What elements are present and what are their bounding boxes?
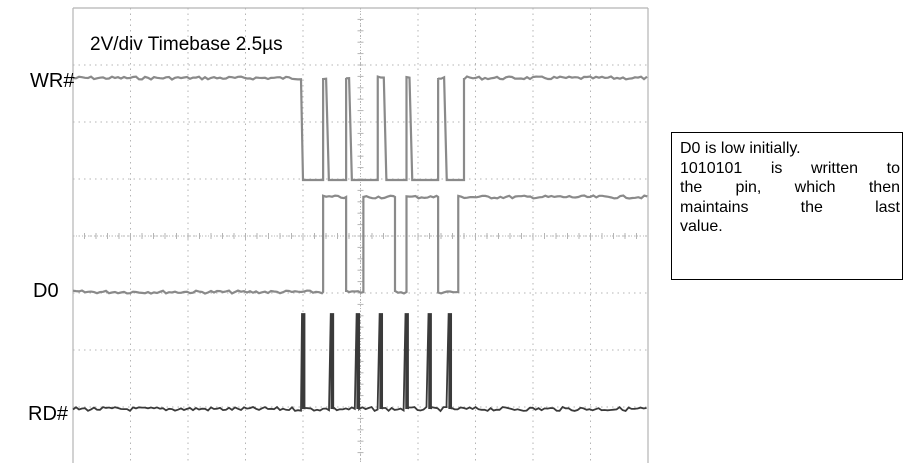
annotation-word: the — [680, 179, 703, 196]
annotation-word: 1010101 — [680, 159, 743, 177]
series-label-d0: D0 — [33, 280, 59, 302]
annotation-line-2: 1010101 is written to — [680, 159, 902, 179]
series-line-rd — [72, 313, 647, 413]
series-rd — [72, 313, 647, 413]
annotation-word: the — [800, 198, 823, 216]
series-d0 — [72, 194, 648, 295]
annotation-word: pin, — [735, 179, 762, 196]
series-line-d0 — [72, 194, 648, 295]
series-label-rd: RD# — [28, 403, 69, 425]
annotation-line-4: maintains the last — [680, 198, 902, 218]
series-line-wr — [72, 75, 648, 182]
annotation-word: maintains — [680, 198, 749, 216]
annotation-line-1: D0 is low initially. — [680, 140, 801, 157]
annotation-word: to — [886, 159, 900, 177]
annotation-line-5: value. — [680, 218, 723, 235]
annotation-word: last — [875, 198, 900, 216]
annotation-word: is — [770, 159, 783, 177]
annotation-word: then — [868, 179, 900, 196]
traces — [72, 75, 648, 413]
series-wr — [72, 75, 648, 182]
series-label-wr: WR# — [30, 70, 75, 92]
annotation-line-3: the pin, which then — [680, 178, 902, 198]
annotation-box: D0 is low initially. 1010101 is written … — [671, 132, 903, 280]
chart-title: 2V/div Timebase 2.5µs — [90, 34, 283, 55]
annotation-word: which — [794, 179, 836, 196]
annotation-word: written — [810, 159, 859, 177]
